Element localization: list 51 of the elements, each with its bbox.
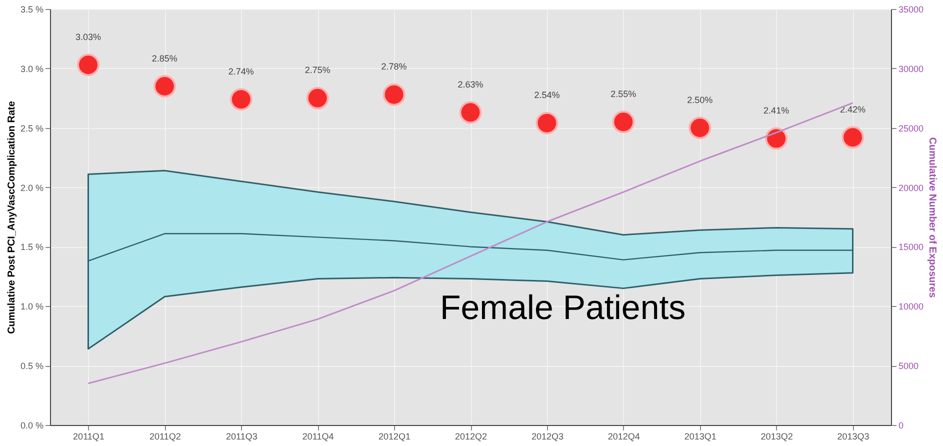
point [765,127,788,150]
data-label: 2.85% [152,53,178,64]
x-tick-label: 2012Q3 [531,432,564,442]
data-label: 2.75% [304,65,330,76]
point [306,86,329,110]
y2-tick-label: 35000 [898,4,924,14]
data-label: 2.50% [687,94,713,105]
data-label: 3.03% [75,32,101,42]
y2-axis-title: Cumulative Number of Exposures [926,137,938,298]
x-tick-label: 2013Q3 [837,432,870,442]
y-axis-title: Cumulative Post PCI_AnyVascComplication Rate [6,100,18,334]
y-tick-label: 2.0 % [20,182,44,193]
x-tick-label: 2011Q2 [150,432,181,442]
data-label: 2.74% [228,66,254,76]
point [459,101,482,124]
point [688,116,712,140]
data-label: 2.55% [610,88,636,99]
y-tick-label: 1.5 % [20,242,44,252]
data-label: 2.41% [764,106,790,116]
point [382,83,406,106]
y-tick-label: 0.0 % [20,420,44,430]
point [612,110,635,134]
x-tick-label: 2013Q2 [760,432,793,442]
x-tick-label: 2012Q1 [378,432,411,442]
y2-tick-label: 0 [898,420,904,430]
y-tick-label: 1.0 % [20,302,44,312]
y2-tick-label: 20000 [898,182,924,193]
x-tick-label: 2013Q1 [684,432,716,442]
data-label: 2.63% [458,79,484,90]
point [536,112,558,134]
y-tick-label: 2.5 % [20,123,44,134]
x-tick-label: 2012Q4 [608,432,640,442]
y2-tick-label: 10000 [898,302,924,312]
point [842,126,864,149]
y-tick-label: 3.0 % [20,64,44,74]
data-label: 2.54% [534,90,560,100]
data-label: 2.78% [381,62,407,72]
y2-tick-label: 15000 [898,242,924,252]
y-tick-label: 0.5 % [20,361,44,372]
y2-tick-label: 30000 [898,64,924,74]
x-tick-label: 2012Q2 [454,432,488,442]
y2-tick-label: 25000 [898,123,924,134]
x-tick-label: 2011Q1 [73,432,104,442]
point [230,88,252,111]
y2-tick-label: 5000 [898,361,919,372]
x-tick-label: 2011Q4 [302,432,334,442]
y-tick-label: 3.5 % [20,4,44,14]
point [76,54,100,76]
x-tick-label: 2011Q3 [226,432,258,442]
point [153,75,176,98]
annotation: Female Patients [440,289,686,327]
